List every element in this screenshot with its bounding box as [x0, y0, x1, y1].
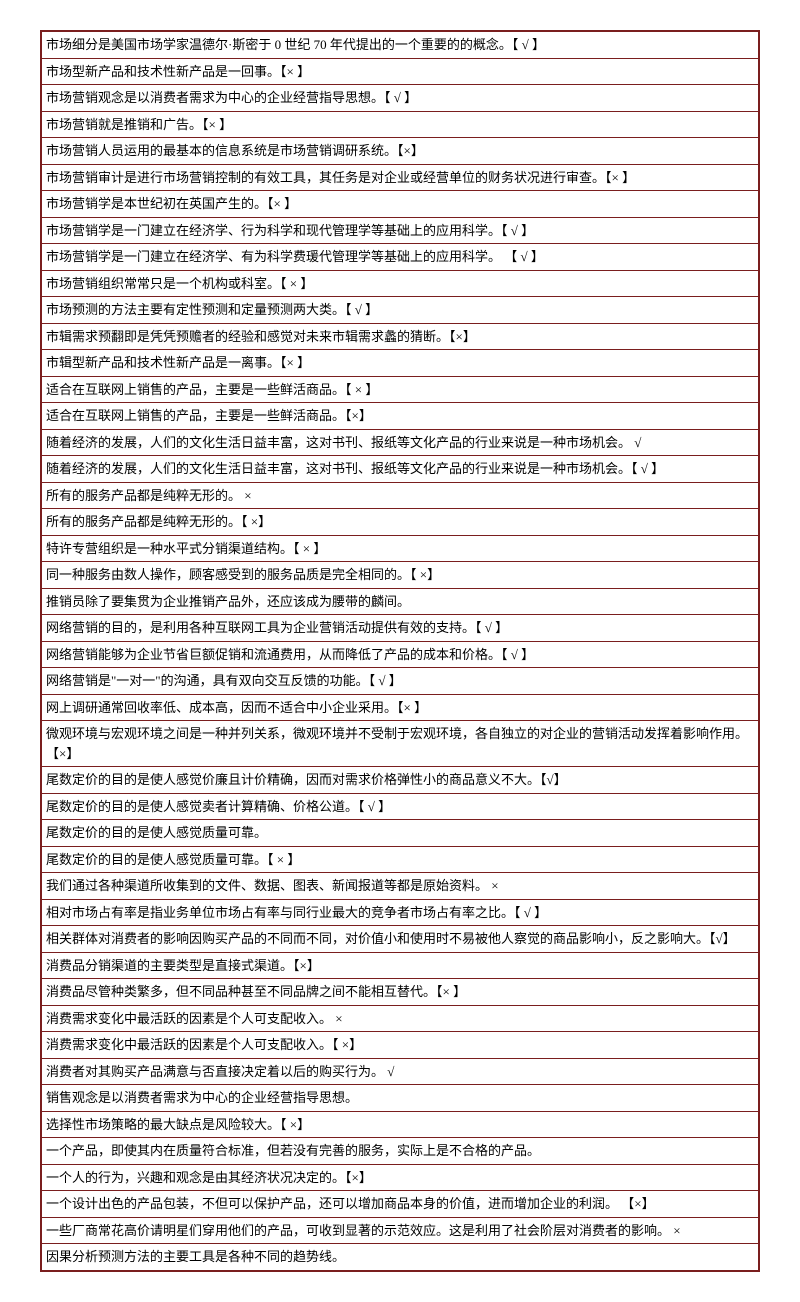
- statement-cell: 同一种服务由数人操作，顾客感受到的服务品质是完全相同的。【 ×】: [41, 562, 759, 589]
- table-row: 网络营销的目的，是利用各种互联网工具为企业营销活动提供有效的支持。【 √ 】: [41, 615, 759, 642]
- statement-cell: 网络营销是"一对一"的沟通，具有双向交互反馈的功能。【 √ 】: [41, 668, 759, 695]
- table-row: 因果分析预测方法的主要工具是各种不同的趋势线。: [41, 1244, 759, 1271]
- table-row: 所有的服务产品都是纯粹无形的。【 ×】: [41, 509, 759, 536]
- statement-cell: 市场细分是美国市场学家温德尔·斯密于 0 世纪 70 年代提出的一个重要的的概念…: [41, 31, 759, 58]
- statement-cell: 市辑型新产品和技术性新产品是一离事。【× 】: [41, 350, 759, 377]
- table-row: 市场营销学是一门建立在经济学、行为科学和现代管理学等基础上的应用科学。【 √ 】: [41, 217, 759, 244]
- table-row: 网络营销是"一对一"的沟通，具有双向交互反馈的功能。【 √ 】: [41, 668, 759, 695]
- table-row: 随着经济的发展，人们的文化生活日益丰富，这对书刊、报纸等文化产品的行业来说是一种…: [41, 456, 759, 483]
- statement-cell: 市场营销学是一门建立在经济学、行为科学和现代管理学等基础上的应用科学。【 √ 】: [41, 217, 759, 244]
- table-row: 消费需求变化中最活跃的因素是个人可支配收入。 ×: [41, 1005, 759, 1032]
- table-row: 特许专营组织是一种水平式分销渠道结构。【 × 】: [41, 535, 759, 562]
- statement-cell: 尾数定价的目的是使人感觉价廉且计价精确，因而对需求价格弹性小的商品意义不大。【√…: [41, 767, 759, 794]
- table-row: 相对市场占有率是指业务单位市场占有率与同行业最大的竞争者市场占有率之比。【 √ …: [41, 899, 759, 926]
- statement-cell: 特许专营组织是一种水平式分销渠道结构。【 × 】: [41, 535, 759, 562]
- statement-cell: 所有的服务产品都是纯粹无形的。【 ×】: [41, 509, 759, 536]
- statement-cell: 消费需求变化中最活跃的因素是个人可支配收入。【 ×】: [41, 1032, 759, 1059]
- statement-cell: 市场营销就是推销和广告。【× 】: [41, 111, 759, 138]
- table-row: 同一种服务由数人操作，顾客感受到的服务品质是完全相同的。【 ×】: [41, 562, 759, 589]
- statement-cell: 适合在互联网上销售的产品，主要是一些鲜活商品。【 × 】: [41, 376, 759, 403]
- statement-cell: 因果分析预测方法的主要工具是各种不同的趋势线。: [41, 1244, 759, 1271]
- statement-cell: 市场营销观念是以消费者需求为中心的企业经营指导思想。【 √ 】: [41, 85, 759, 112]
- table-row: 市场营销审计是进行市场营销控制的有效工具，其任务是对企业或经营单位的财务状况进行…: [41, 164, 759, 191]
- statement-cell: 市场型新产品和技术性新产品是一回事。【× 】: [41, 58, 759, 85]
- table-row: 一个设计出色的产品包装，不但可以保护产品，还可以增加商品本身的价值，进而增加企业…: [41, 1191, 759, 1218]
- statement-cell: 选择性市场策略的最大缺点是风险较大。【 ×】: [41, 1111, 759, 1138]
- statement-cell: 市场营销学是一门建立在经济学、有为科学费瑗代管理学等基础上的应用科学。 【 √ …: [41, 244, 759, 271]
- statement-cell: 网络营销的目的，是利用各种互联网工具为企业营销活动提供有效的支持。【 √ 】: [41, 615, 759, 642]
- statement-cell: 尾数定价的目的是使人感觉卖者计算精确、价格公道。【 √ 】: [41, 793, 759, 820]
- statement-cell: 消费品尽管种类繁多，但不同品种甚至不同品牌之间不能相互替代。【× 】: [41, 979, 759, 1006]
- table-row: 网上调研通常回收率低、成本高，因而不适合中小企业采用。【× 】: [41, 694, 759, 721]
- table-row: 消费者对其购买产品满意与否直接决定着以后的购买行为。 √: [41, 1058, 759, 1085]
- statement-cell: 尾数定价的目的是使人感觉质量可靠。【 × 】: [41, 846, 759, 873]
- table-row: 市场营销学是一门建立在经济学、有为科学费瑗代管理学等基础上的应用科学。 【 √ …: [41, 244, 759, 271]
- statement-cell: 网上调研通常回收率低、成本高，因而不适合中小企业采用。【× 】: [41, 694, 759, 721]
- statement-cell: 推销员除了要集贯为企业推销产品外，还应该成为腰带的麟间。: [41, 588, 759, 615]
- table-row: 市场营销人员运用的最基本的信息系统是市场营销调研系统。【×】: [41, 138, 759, 165]
- statement-cell: 一个产品，即使其内在质量符合标准，但若没有完善的服务，实际上是不合格的产品。: [41, 1138, 759, 1165]
- table-row: 尾数定价的目的是使人感觉卖者计算精确、价格公道。【 √ 】: [41, 793, 759, 820]
- table-row: 一个人的行为，兴趣和观念是由其经济状况决定的。【×】: [41, 1164, 759, 1191]
- statement-cell: 市场营销学是本世纪初在英国产生的。【× 】: [41, 191, 759, 218]
- statement-cell: 我们通过各种渠道所收集到的文件、数据、图表、新闻报道等都是原始资料。 ×: [41, 873, 759, 900]
- statement-cell: 市场营销审计是进行市场营销控制的有效工具，其任务是对企业或经营单位的财务状况进行…: [41, 164, 759, 191]
- table-row: 市场营销组织常常只是一个机构或科室。【 × 】: [41, 270, 759, 297]
- statement-cell: 销售观念是以消费者需求为中心的企业经营指导思想。: [41, 1085, 759, 1112]
- table-row: 尾数定价的目的是使人感觉价廉且计价精确，因而对需求价格弹性小的商品意义不大。【√…: [41, 767, 759, 794]
- statement-cell: 市辑需求预翻即是凭凭预赡者的经验和感觉对未来市辑需求蠡的猜断。【×】: [41, 323, 759, 350]
- statement-cell: 市场营销组织常常只是一个机构或科室。【 × 】: [41, 270, 759, 297]
- statement-cell: 随着经济的发展，人们的文化生活日益丰富，这对书刊、报纸等文化产品的行业来说是一种…: [41, 456, 759, 483]
- table-row: 网络营销能够为企业节省巨额促销和流通费用，从而降低了产品的成本和价格。【 √ 】: [41, 641, 759, 668]
- statements-table: 市场细分是美国市场学家温德尔·斯密于 0 世纪 70 年代提出的一个重要的的概念…: [40, 30, 760, 1272]
- table-row: 市场营销就是推销和广告。【× 】: [41, 111, 759, 138]
- statement-cell: 消费需求变化中最活跃的因素是个人可支配收入。 ×: [41, 1005, 759, 1032]
- table-row: 尾数定价的目的是使人感觉质量可靠。: [41, 820, 759, 847]
- table-row: 市场型新产品和技术性新产品是一回事。【× 】: [41, 58, 759, 85]
- table-row: 推销员除了要集贯为企业推销产品外，还应该成为腰带的麟间。: [41, 588, 759, 615]
- statement-cell: 网络营销能够为企业节省巨额促销和流通费用，从而降低了产品的成本和价格。【 √ 】: [41, 641, 759, 668]
- table-row: 消费品尽管种类繁多，但不同品种甚至不同品牌之间不能相互替代。【× 】: [41, 979, 759, 1006]
- table-row: 适合在互联网上销售的产品，主要是一些鲜活商品。【×】: [41, 403, 759, 430]
- table-row: 相关群体对消费者的影响因购买产品的不同而不同，对价值小和使用时不易被他人察觉的商…: [41, 926, 759, 953]
- table-row: 一个产品，即使其内在质量符合标准，但若没有完善的服务，实际上是不合格的产品。: [41, 1138, 759, 1165]
- statement-cell: 所有的服务产品都是纯粹无形的。 ×: [41, 482, 759, 509]
- table-row: 销售观念是以消费者需求为中心的企业经营指导思想。: [41, 1085, 759, 1112]
- statement-cell: 一个设计出色的产品包装，不但可以保护产品，还可以增加商品本身的价值，进而增加企业…: [41, 1191, 759, 1218]
- table-row: 选择性市场策略的最大缺点是风险较大。【 ×】: [41, 1111, 759, 1138]
- table-row: 我们通过各种渠道所收集到的文件、数据、图表、新闻报道等都是原始资料。 ×: [41, 873, 759, 900]
- statement-cell: 一些厂商常花高价请明星们穿用他们的产品，可收到显著的示范效应。这是利用了社会阶层…: [41, 1217, 759, 1244]
- table-row: 所有的服务产品都是纯粹无形的。 ×: [41, 482, 759, 509]
- statement-cell: 尾数定价的目的是使人感觉质量可靠。: [41, 820, 759, 847]
- table-row: 市场营销观念是以消费者需求为中心的企业经营指导思想。【 √ 】: [41, 85, 759, 112]
- table-row: 市场营销学是本世纪初在英国产生的。【× 】: [41, 191, 759, 218]
- table-row: 一些厂商常花高价请明星们穿用他们的产品，可收到显著的示范效应。这是利用了社会阶层…: [41, 1217, 759, 1244]
- table-row: 市场预测的方法主要有定性预测和定量预测两大类。【 √ 】: [41, 297, 759, 324]
- statement-cell: 随着经济的发展，人们的文化生活日益丰富，这对书刊、报纸等文化产品的行业来说是一种…: [41, 429, 759, 456]
- table-row: 市场细分是美国市场学家温德尔·斯密于 0 世纪 70 年代提出的一个重要的的概念…: [41, 31, 759, 58]
- statement-cell: 消费品分销渠道的主要类型是直接式渠道。【×】: [41, 952, 759, 979]
- table-row: 随着经济的发展，人们的文化生活日益丰富，这对书刊、报纸等文化产品的行业来说是一种…: [41, 429, 759, 456]
- statement-cell: 市场营销人员运用的最基本的信息系统是市场营销调研系统。【×】: [41, 138, 759, 165]
- statement-cell: 一个人的行为，兴趣和观念是由其经济状况决定的。【×】: [41, 1164, 759, 1191]
- table-row: 消费需求变化中最活跃的因素是个人可支配收入。【 ×】: [41, 1032, 759, 1059]
- statement-cell: 市场预测的方法主要有定性预测和定量预测两大类。【 √ 】: [41, 297, 759, 324]
- statement-cell: 相对市场占有率是指业务单位市场占有率与同行业最大的竞争者市场占有率之比。【 √ …: [41, 899, 759, 926]
- table-row: 适合在互联网上销售的产品，主要是一些鲜活商品。【 × 】: [41, 376, 759, 403]
- table-row: 市辑需求预翻即是凭凭预赡者的经验和感觉对未来市辑需求蠡的猜断。【×】: [41, 323, 759, 350]
- table-row: 微观环境与宏观环境之间是一种并列关系，微观环境并不受制于宏观环境，各自独立的对企…: [41, 721, 759, 767]
- statement-cell: 相关群体对消费者的影响因购买产品的不同而不同，对价值小和使用时不易被他人察觉的商…: [41, 926, 759, 953]
- table-row: 市辑型新产品和技术性新产品是一离事。【× 】: [41, 350, 759, 377]
- table-row: 消费品分销渠道的主要类型是直接式渠道。【×】: [41, 952, 759, 979]
- statement-cell: 适合在互联网上销售的产品，主要是一些鲜活商品。【×】: [41, 403, 759, 430]
- table-body: 市场细分是美国市场学家温德尔·斯密于 0 世纪 70 年代提出的一个重要的的概念…: [41, 31, 759, 1271]
- statement-cell: 消费者对其购买产品满意与否直接决定着以后的购买行为。 √: [41, 1058, 759, 1085]
- statement-cell: 微观环境与宏观环境之间是一种并列关系，微观环境并不受制于宏观环境，各自独立的对企…: [41, 721, 759, 767]
- table-row: 尾数定价的目的是使人感觉质量可靠。【 × 】: [41, 846, 759, 873]
